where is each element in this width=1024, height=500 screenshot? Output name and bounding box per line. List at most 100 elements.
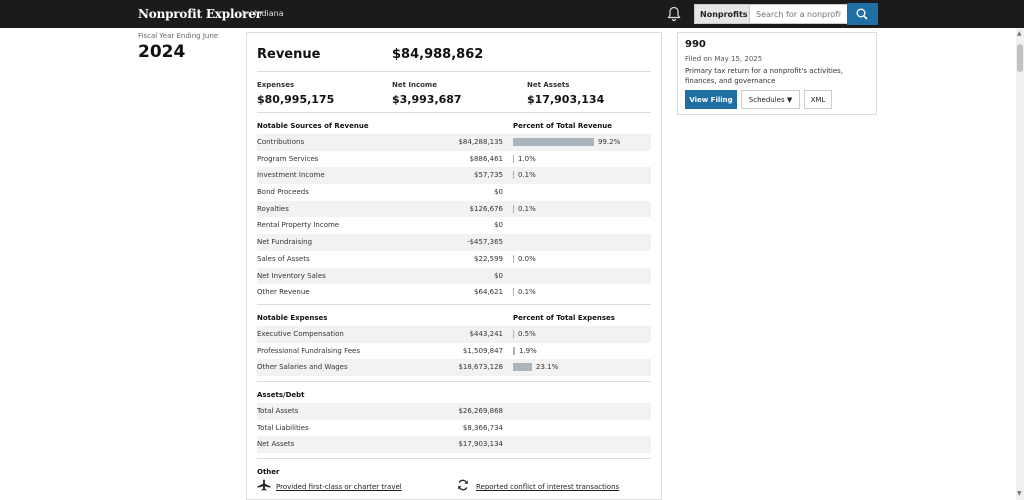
page-content: Fiscal Year Ending June 2024 Revenue $84… [0,28,1016,500]
percent-label: 0.1% [518,204,536,213]
scrollbar-track[interactable] [1016,28,1024,500]
revenue-pct-title: Percent of Total Revenue [513,122,613,130]
expenses-title: Notable Expenses [257,314,328,322]
refresh-icon [458,479,468,491]
row-amount: $0 [494,221,503,230]
row-label: Program Services [257,154,319,163]
conflict-of-interest-link[interactable]: Reported conflict of interest transactio… [476,483,620,491]
expenses-label: Expenses [257,81,295,89]
net-assets-label: Net Assets [527,81,570,89]
assets-debt-table: Total Assets $26,269,868 Total Liabilities… [257,403,651,454]
airplane-icon [257,479,271,491]
percent-label: 23.1% [536,363,559,372]
table-row: Professional Fundraising Fees $1,509,847 1… [257,343,651,360]
row-label: Professional Fundraising Fees [257,346,360,355]
percent-bar [513,204,514,213]
table-row: Executive Compensation $443,241 0.5% [257,326,651,343]
table-row: Rental Property Income $0 [257,217,651,234]
table-row: Contributions $84,288,135 99.2% [257,134,651,151]
percent-label: 0.0% [518,254,536,263]
view-filing-button[interactable]: View Filing [685,90,737,109]
expenses-pct-title: Percent of Total Expenses [513,314,615,322]
search-icon [856,8,868,20]
row-amount: $22,599 [474,254,503,263]
percent-bar [513,171,514,180]
revenue-value: $84,988,862 [392,47,484,62]
table-row: Total Assets $26,269,868 [257,403,651,420]
table-row: Investment Income $57,735 0.1% [257,167,651,185]
row-amount: -$457,365 [467,238,503,247]
row-amount: $57,735 [474,171,503,180]
row-amount: $0 [494,188,503,197]
row-label: Net Fundraising [257,238,313,247]
divider [257,71,651,72]
row-label: Contributions [257,138,305,146]
top-nav: Nonprofit Explorer > Indiana Nonprofits▼ [0,0,1024,28]
row-label: Royalties [257,204,289,213]
search-input[interactable] [750,4,848,24]
form-number: 990 [685,39,706,50]
percent-bar [513,254,514,263]
net-assets-value: $17,903,134 [527,93,605,106]
table-row: Other Revenue $64,621 0.1% [257,284,651,301]
table-row: Sales of Assets $22,599 0.0% [257,251,651,268]
scroll-up-arrow-icon[interactable]: ▲ [1017,30,1022,37]
bell-icon[interactable] [667,6,681,22]
percent-bar [513,330,514,338]
fiscal-year: 2024 [138,42,186,62]
filed-on-date: Filed on May 15, 2025 [685,55,763,63]
search-scope-dropdown[interactable]: Nonprofits▼ [694,4,754,24]
table-row: Net Assets $17,903,134 [257,436,651,454]
expenses-table: Executive Compensation $443,241 0.5% Profes… [257,326,651,377]
table-row: Net Inventory Sales $0 [257,267,651,285]
row-label: Other Salaries and Wages [257,363,348,372]
scrollbar-thumb[interactable] [1017,44,1023,72]
row-label: Bond Proceeds [257,188,309,197]
xml-button[interactable]: XML [804,90,832,109]
table-row: Net Fundraising -$457,365 [257,234,651,251]
divider [257,304,651,305]
net-income-label: Net Income [392,81,437,89]
revenue-table: Contributions $84,288,135 99.2% Program Ser… [257,134,651,301]
table-row: Total Liabilities $8,366,734 [257,420,651,437]
breadcrumb-separator: > [241,8,250,19]
row-amount: $84,288,135 [458,138,503,146]
percent-label: 1.9% [519,346,537,355]
fiscal-year-label: Fiscal Year Ending June [138,32,219,40]
row-label: Executive Compensation [257,330,344,338]
row-amount: $886,461 [469,154,503,163]
table-row: Bond Proceeds $0 [257,184,651,201]
row-label: Other Revenue [257,288,310,297]
row-amount: $17,903,134 [458,440,503,449]
percent-label: 0.1% [518,171,536,180]
percent-bar [513,288,514,297]
divider [257,458,651,459]
scroll-down-arrow-icon[interactable]: ▼ [1017,490,1022,497]
expenses-value: $80,995,175 [257,93,335,106]
search-scope-label: Nonprofits [700,10,748,19]
row-amount: $1,509,847 [462,346,503,355]
row-label: Investment Income [257,171,325,180]
row-label: Total Assets [257,407,299,415]
percent-label: 1.0% [518,154,536,163]
schedules-dropdown-button[interactable]: Schedules ▼ [741,90,800,109]
percent-bar [513,346,515,355]
search-button[interactable] [847,3,878,25]
breadcrumb-state[interactable]: Indiana [254,9,284,18]
row-amount: $8,366,734 [462,423,503,432]
row-amount: $126,676 [469,204,503,213]
filing-description: Primary tax return for a nonprofit's act… [685,67,844,85]
percent-label: 0.1% [518,288,536,297]
assets-debt-title: Assets/Debt [257,391,305,399]
row-amount: $26,269,868 [458,407,503,415]
percent-bar [513,154,514,163]
first-class-travel-link[interactable]: Provided first-class or charter travel [276,483,402,491]
percent-label: 0.5% [518,330,536,338]
percent-label: 99.2% [598,138,621,146]
financial-summary-card: Revenue $84,988,862 Expenses $80,995,175… [246,32,662,500]
site-logo[interactable]: Nonprofit Explorer [138,7,262,21]
divider [257,381,651,382]
percent-bar [513,138,594,146]
revenue-label: Revenue [257,47,321,62]
row-label: Total Liabilities [257,423,309,432]
